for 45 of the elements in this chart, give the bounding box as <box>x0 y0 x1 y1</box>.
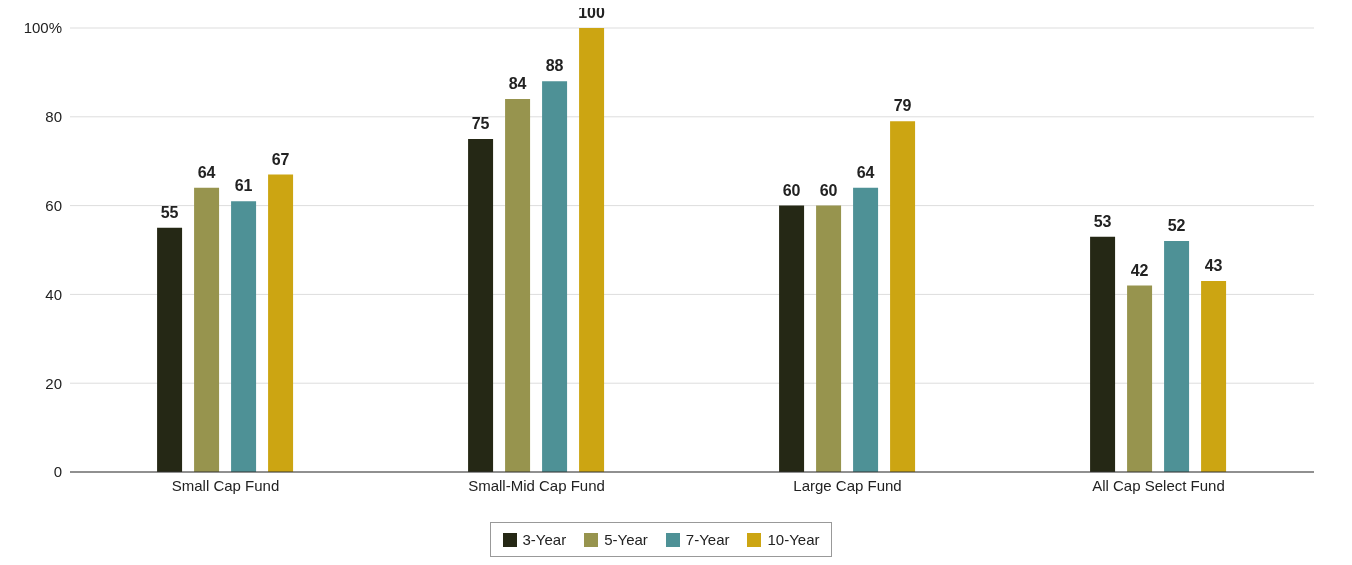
data-label: 60 <box>819 181 838 199</box>
y-tick-label: 100% <box>23 19 62 37</box>
x-tick-label: Small Cap Fund <box>171 476 280 494</box>
bar <box>157 227 183 472</box>
data-label: 42 <box>1130 261 1149 279</box>
bar <box>231 201 257 472</box>
legend-label: 10-Year <box>766 531 820 548</box>
data-label: 53 <box>1093 212 1112 230</box>
data-label: 52 <box>1167 217 1186 235</box>
data-label: 84 <box>508 75 527 93</box>
bar <box>1164 241 1190 472</box>
x-tick-label: All Cap Select Fund <box>1092 476 1225 494</box>
x-tick-label: Small-Mid Cap Fund <box>468 476 605 494</box>
data-label: 64 <box>856 163 875 181</box>
bar <box>1127 285 1153 472</box>
legend-label: 7-Year <box>684 531 730 548</box>
bar <box>1201 281 1227 472</box>
y-tick-label: 40 <box>45 285 62 303</box>
data-label: 61 <box>234 177 253 195</box>
data-label: 43 <box>1204 257 1223 275</box>
y-tick-label: 60 <box>45 196 62 214</box>
bar <box>853 187 879 472</box>
data-label: 55 <box>160 203 179 221</box>
bar <box>816 205 842 472</box>
bar <box>579 28 605 472</box>
legend-label: 5-Year <box>603 531 648 548</box>
y-tick-label: 0 <box>53 463 62 481</box>
bar <box>779 205 805 472</box>
data-label: 75 <box>471 115 490 132</box>
data-label: 64 <box>197 163 216 181</box>
bar <box>890 121 916 472</box>
data-label: 79 <box>893 97 912 115</box>
data-label: 60 <box>782 181 801 199</box>
bar <box>194 187 220 472</box>
x-tick-label: Large Cap Fund <box>793 476 902 494</box>
bar <box>1090 236 1116 472</box>
y-tick-label: 80 <box>45 108 62 126</box>
bar <box>542 81 568 472</box>
data-label: 67 <box>271 150 290 168</box>
data-label: 88 <box>545 57 564 75</box>
bar <box>468 139 494 472</box>
bar <box>505 99 531 472</box>
legend-label: 3-Year <box>521 531 567 548</box>
y-tick-label: 20 <box>45 374 62 392</box>
bar <box>268 174 294 472</box>
